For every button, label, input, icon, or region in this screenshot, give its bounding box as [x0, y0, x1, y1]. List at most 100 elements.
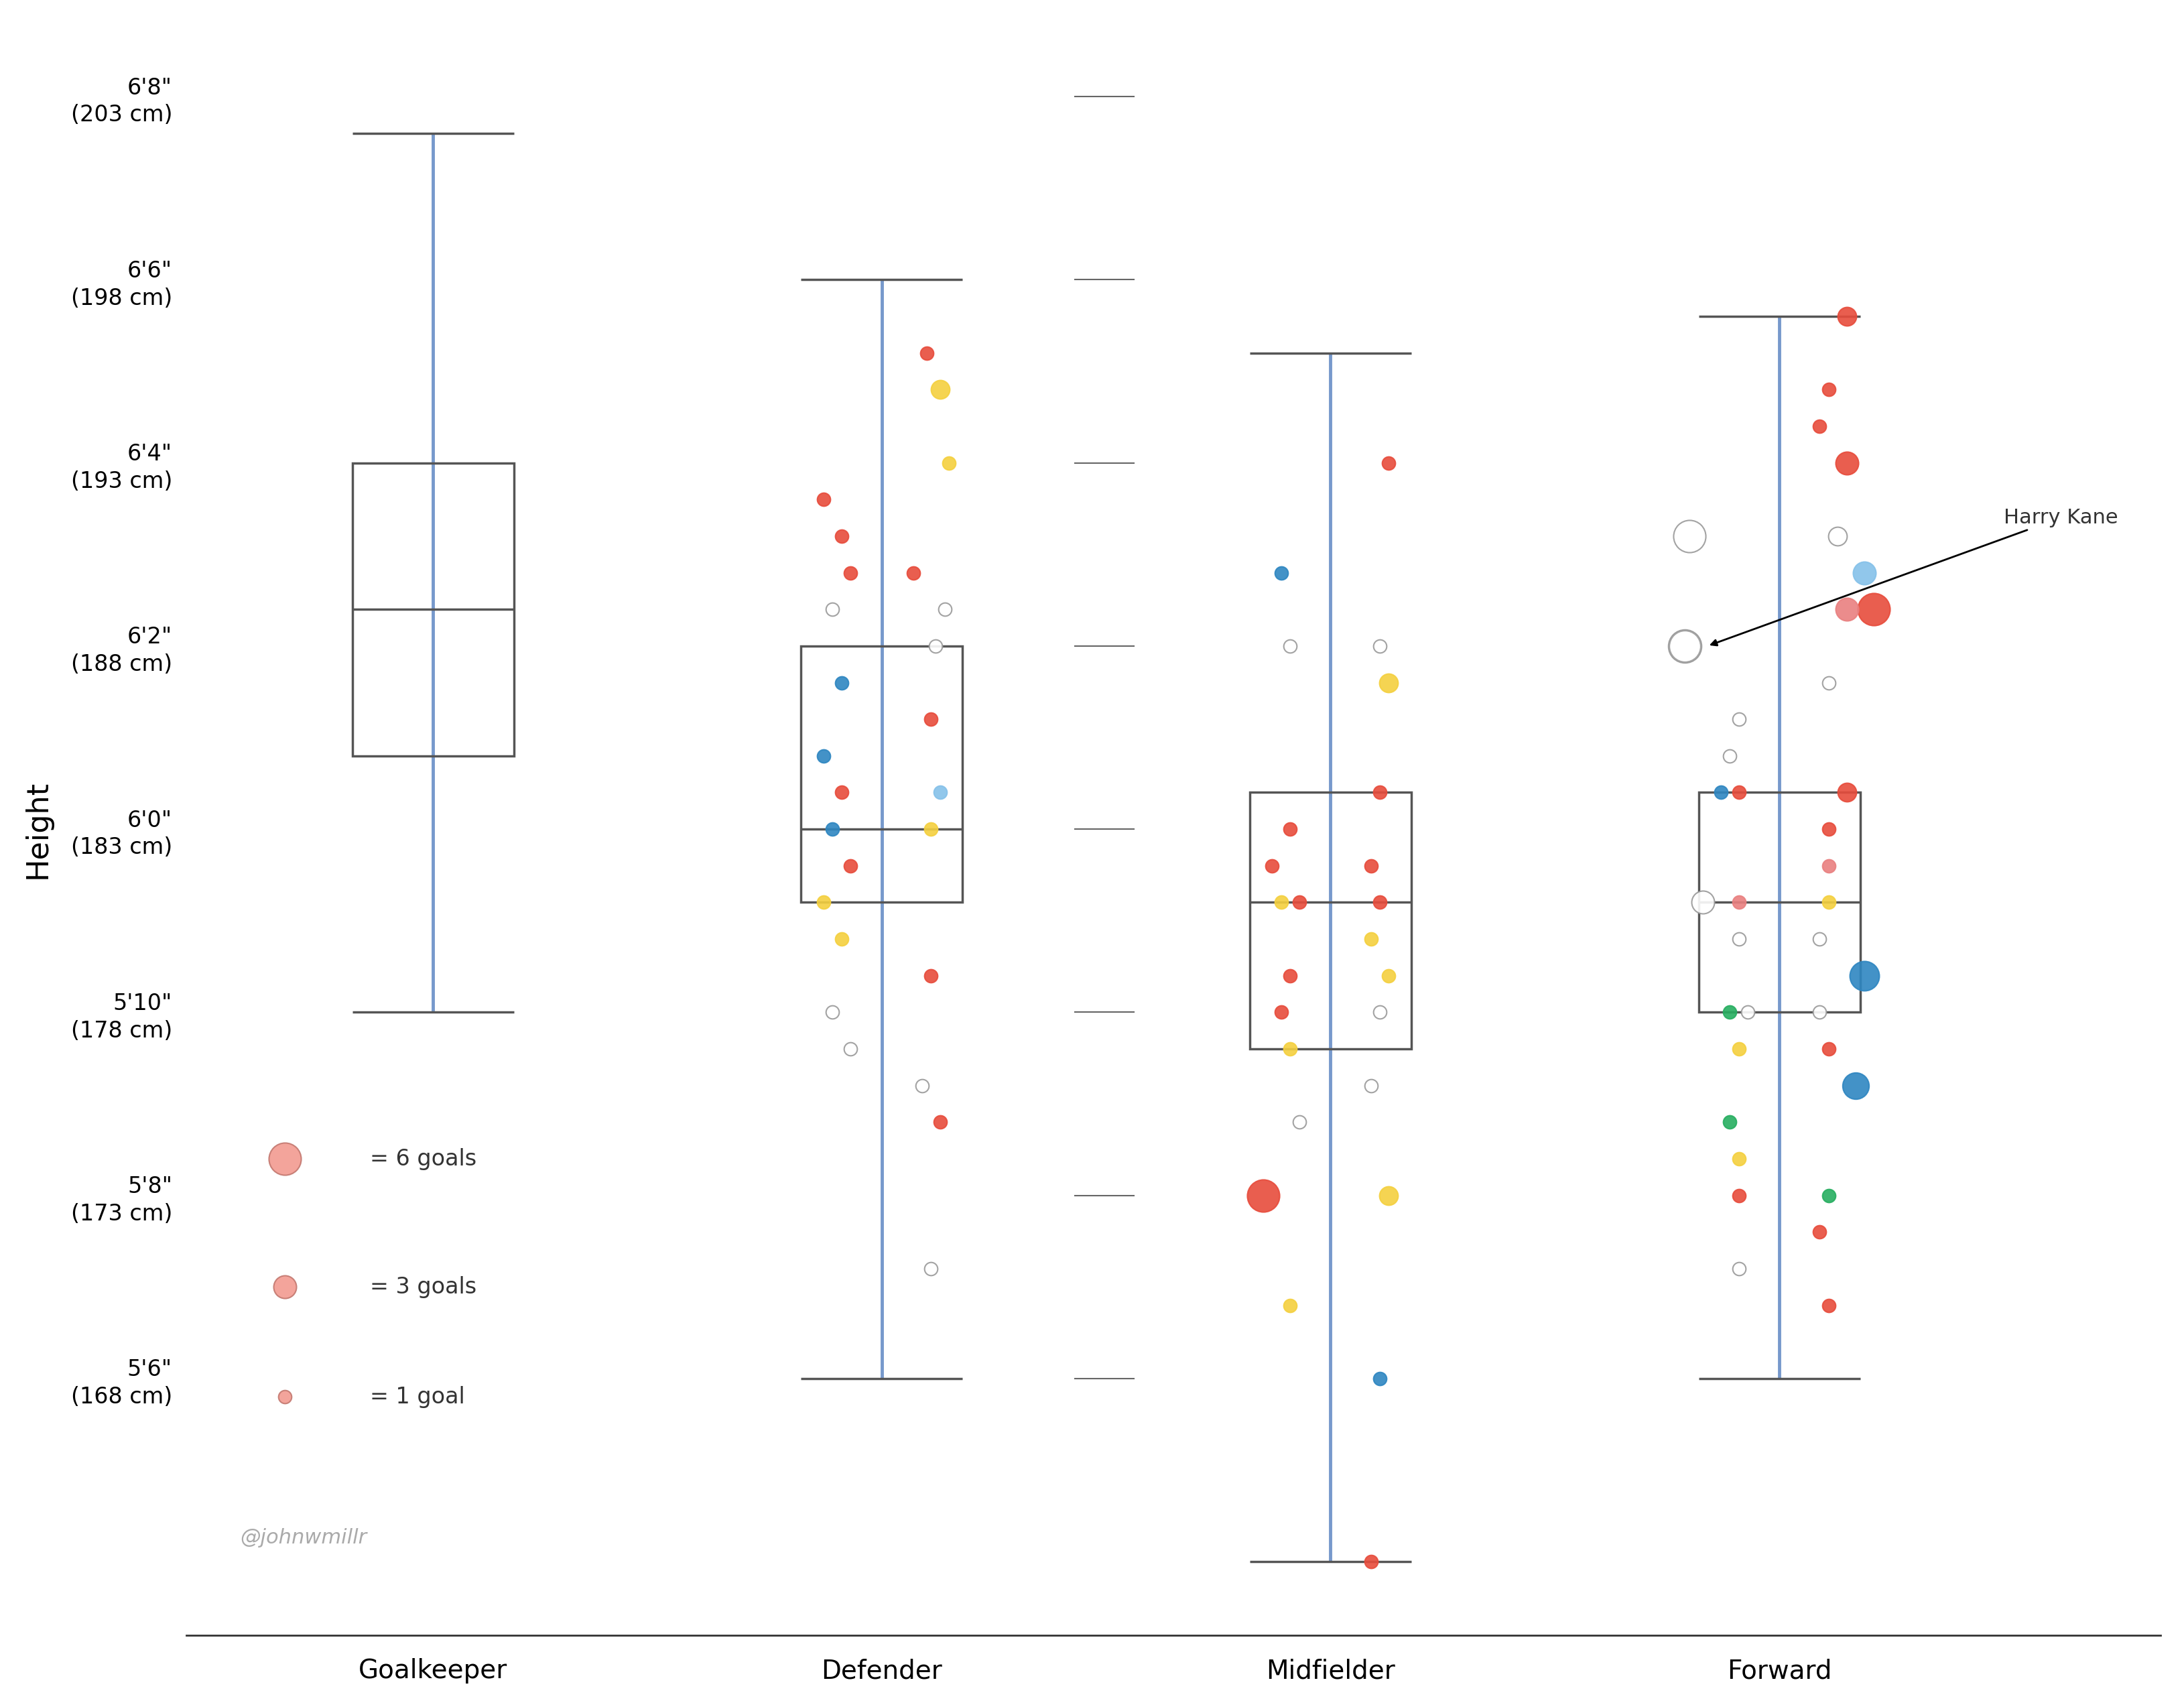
Point — [1372, 963, 1406, 990]
Point — [1712, 999, 1747, 1026]
Point — [806, 486, 841, 514]
Point — [1811, 669, 1845, 696]
Point — [1363, 1366, 1398, 1393]
Point — [1704, 778, 1738, 806]
Point — [1372, 1181, 1406, 1209]
Point — [1819, 522, 1854, 550]
Point — [1856, 596, 1891, 623]
Point — [1354, 1548, 1389, 1576]
Point — [1721, 1145, 1756, 1173]
Point — [1673, 522, 1708, 550]
Point — [1848, 963, 1883, 990]
Point — [1730, 999, 1765, 1026]
Point — [1811, 889, 1845, 917]
Point — [1273, 1292, 1308, 1320]
Point — [1802, 999, 1837, 1026]
Point — [1282, 889, 1317, 917]
Point — [1669, 632, 1704, 659]
Point — [1811, 376, 1845, 403]
Point — [913, 705, 948, 732]
Point — [1669, 632, 1704, 659]
Point — [1282, 1108, 1317, 1135]
Point — [1265, 560, 1299, 587]
Point — [1802, 925, 1837, 953]
Point — [1721, 778, 1756, 806]
Point — [1721, 705, 1756, 732]
Point — [1811, 816, 1845, 843]
Point — [1273, 816, 1308, 843]
Point — [1721, 925, 1756, 953]
Point — [1811, 1034, 1845, 1062]
Point — [815, 596, 850, 623]
Point — [1721, 889, 1756, 917]
Bar — [1249, 792, 1411, 1048]
Point — [1354, 1072, 1389, 1099]
Point — [266, 1273, 301, 1301]
Point — [1839, 1072, 1874, 1099]
Point — [266, 1145, 301, 1173]
Point — [1265, 999, 1299, 1026]
Point — [1721, 1255, 1756, 1282]
Point — [806, 889, 841, 917]
Point — [832, 852, 867, 879]
Point — [1686, 889, 1721, 917]
Point — [1802, 1219, 1837, 1246]
Point — [266, 1383, 301, 1410]
Point — [1245, 1181, 1280, 1209]
Text: = 6 goals: = 6 goals — [369, 1147, 476, 1169]
Point — [1372, 449, 1406, 476]
Point — [1721, 1181, 1756, 1209]
Point — [1830, 596, 1865, 623]
Point — [913, 1255, 948, 1282]
Point — [823, 522, 858, 550]
Point — [1721, 1034, 1756, 1062]
Bar — [1699, 792, 1861, 1012]
Point — [1363, 999, 1398, 1026]
Point — [1802, 413, 1837, 440]
Point — [922, 778, 957, 806]
Point — [1712, 743, 1747, 770]
Point — [1830, 778, 1865, 806]
Point — [1363, 632, 1398, 659]
Point — [922, 1108, 957, 1135]
Point — [1265, 889, 1299, 917]
Point — [928, 596, 963, 623]
Point — [922, 376, 957, 403]
Point — [909, 340, 943, 367]
Point — [933, 449, 968, 476]
Text: = 3 goals: = 3 goals — [369, 1275, 476, 1297]
Y-axis label: Height: Height — [24, 780, 52, 879]
Point — [823, 925, 858, 953]
Point — [913, 963, 948, 990]
Point — [917, 632, 952, 659]
Text: = 1 goal: = 1 goal — [369, 1386, 465, 1408]
Text: @johnwmillr: @johnwmillr — [240, 1528, 367, 1548]
Point — [1273, 632, 1308, 659]
Point — [1848, 560, 1883, 587]
Point — [1712, 1108, 1747, 1135]
Point — [1354, 852, 1389, 879]
Point — [832, 560, 867, 587]
Point — [1811, 1181, 1845, 1209]
Point — [1811, 852, 1845, 879]
Point — [1830, 449, 1865, 476]
Bar — [802, 645, 963, 903]
Bar — [352, 463, 513, 756]
Point — [1811, 1292, 1845, 1320]
Point — [913, 816, 948, 843]
Point — [823, 778, 858, 806]
Point — [832, 1034, 867, 1062]
Text: Harry Kane: Harry Kane — [1712, 509, 2118, 645]
Point — [1363, 889, 1398, 917]
Point — [1354, 925, 1389, 953]
Point — [1256, 852, 1291, 879]
Point — [895, 560, 930, 587]
Point — [1273, 1034, 1308, 1062]
Point — [806, 743, 841, 770]
Point — [1372, 669, 1406, 696]
Point — [823, 669, 858, 696]
Point — [815, 816, 850, 843]
Point — [1830, 302, 1865, 329]
Point — [1273, 963, 1308, 990]
Point — [904, 1072, 939, 1099]
